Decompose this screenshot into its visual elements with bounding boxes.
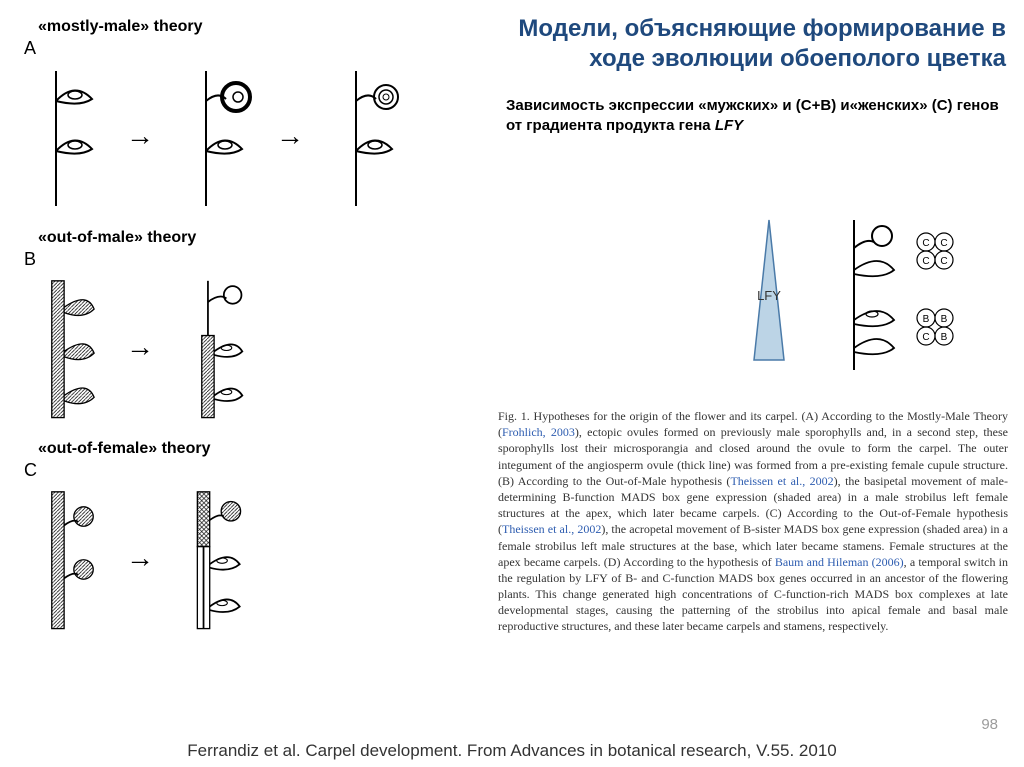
- svg-text:C: C: [922, 238, 929, 249]
- svg-text:C: C: [922, 256, 929, 267]
- svg-text:B: B: [923, 314, 930, 325]
- reference-link: Theissen et al., 2002: [730, 474, 833, 488]
- arrow-icon: →: [126, 120, 154, 152]
- svg-text:LFY: LFY: [757, 288, 781, 303]
- arrow-icon: →: [276, 120, 304, 152]
- svg-text:C: C: [940, 256, 947, 267]
- reference-link: Theissen et al., 2002: [502, 522, 601, 536]
- page-title: Модели, объясняющие формирование в ходе …: [506, 14, 1006, 74]
- theory-a-letter: A: [24, 38, 490, 59]
- theory-b-diagram: →: [20, 272, 490, 422]
- citation: Ferrandiz et al. Carpel development. Fro…: [0, 741, 1024, 761]
- diagram-b2: [170, 272, 260, 422]
- svg-text:C: C: [940, 238, 947, 249]
- theory-c-label: «out-of-female» theory: [38, 440, 490, 458]
- gene-name: LFY: [715, 117, 743, 134]
- theory-b-letter: B: [24, 249, 490, 270]
- diagram-c1: [20, 483, 110, 633]
- reference-link: Frohlich, 2003: [502, 425, 575, 439]
- svg-text:B: B: [941, 332, 948, 343]
- arrow-icon: →: [126, 542, 154, 574]
- subtitle: Зависимость экспрессии «мужских» и (С+В)…: [506, 96, 1006, 135]
- figure-caption: Fig. 1. Hypotheses for the origin of the…: [498, 408, 1008, 635]
- reference-link: Baum and Hileman (2006): [775, 555, 904, 569]
- diagram-a2: [170, 61, 260, 211]
- diagram-c2: [170, 483, 260, 633]
- theory-c-letter: C: [24, 460, 490, 481]
- svg-text:C: C: [922, 332, 929, 343]
- theory-a-label: «mostly-male» theory: [38, 18, 490, 36]
- page-number: 98: [981, 716, 998, 733]
- lfy-gradient-diagram: LFY C C C C B B C B: [694, 210, 994, 390]
- theory-c-diagram: →: [20, 483, 490, 633]
- svg-text:B: B: [941, 314, 948, 325]
- diagram-a1: [20, 61, 110, 211]
- arrow-icon: →: [126, 331, 154, 363]
- diagram-b1: [20, 272, 110, 422]
- theory-b-label: «out-of-male» theory: [38, 229, 490, 247]
- theory-a-diagram: → →: [20, 61, 490, 211]
- diagram-a3: [320, 61, 410, 211]
- subtitle-text: Зависимость экспрессии «мужских» и (С+В)…: [506, 97, 999, 134]
